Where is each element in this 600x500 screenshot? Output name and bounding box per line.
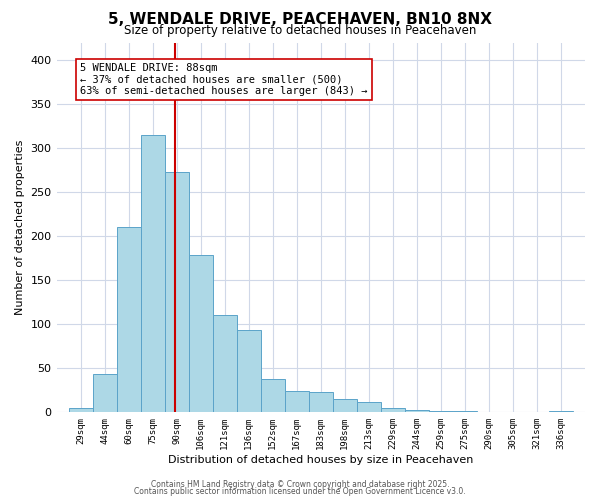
Bar — [92, 374, 116, 412]
Bar — [116, 226, 140, 412]
Bar — [405, 410, 429, 412]
Text: Contains public sector information licensed under the Open Government Licence v3: Contains public sector information licen… — [134, 487, 466, 496]
Bar — [549, 410, 573, 412]
Text: 5 WENDALE DRIVE: 88sqm
← 37% of detached houses are smaller (500)
63% of semi-de: 5 WENDALE DRIVE: 88sqm ← 37% of detached… — [80, 63, 368, 96]
Bar — [188, 254, 212, 412]
Text: Size of property relative to detached houses in Peacehaven: Size of property relative to detached ho… — [124, 24, 476, 37]
Y-axis label: Number of detached properties: Number of detached properties — [15, 140, 25, 315]
Bar — [309, 392, 333, 412]
Bar — [357, 402, 381, 412]
Bar — [68, 408, 92, 412]
Bar — [212, 316, 236, 412]
Bar — [333, 399, 357, 412]
Text: 5, WENDALE DRIVE, PEACEHAVEN, BN10 8NX: 5, WENDALE DRIVE, PEACEHAVEN, BN10 8NX — [108, 12, 492, 28]
Text: Contains HM Land Registry data © Crown copyright and database right 2025.: Contains HM Land Registry data © Crown c… — [151, 480, 449, 489]
Bar — [381, 408, 405, 412]
Bar — [285, 391, 309, 412]
Bar — [140, 135, 164, 412]
Bar — [164, 172, 188, 412]
Bar — [236, 330, 261, 412]
Bar — [261, 379, 285, 412]
X-axis label: Distribution of detached houses by size in Peacehaven: Distribution of detached houses by size … — [168, 455, 473, 465]
